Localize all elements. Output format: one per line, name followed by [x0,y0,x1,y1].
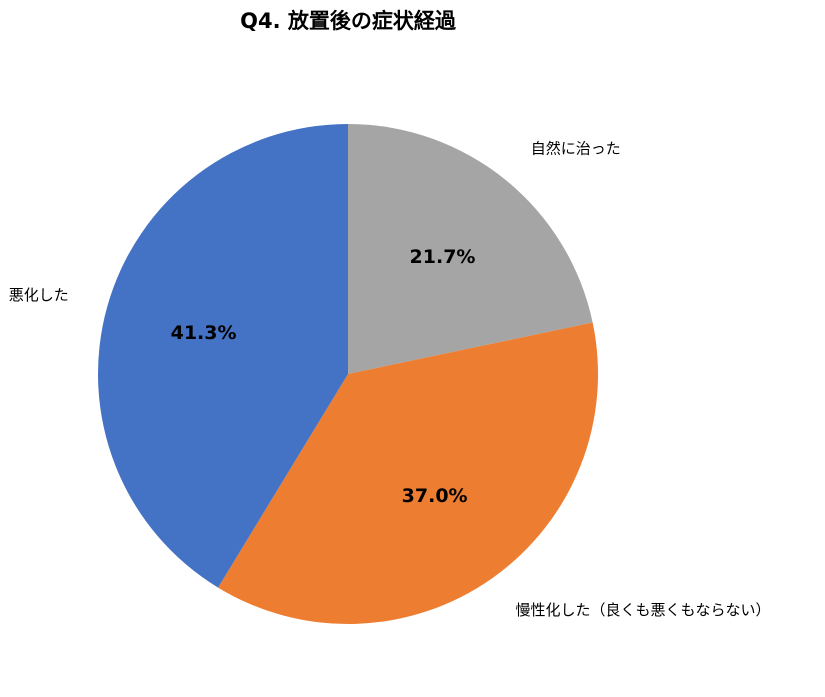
value-label: 21.7% [410,246,476,268]
value-label: 37.0% [402,485,468,507]
value-label: 41.3% [171,322,237,344]
pie-slice [218,322,598,624]
chart-title: Q4. 放置後の症状経過 [240,9,457,33]
category-label: 慢性化した（良くも悪くもならない） [515,601,770,619]
pie-slice [348,124,593,374]
category-label: 自然に治った [531,139,621,157]
pie-slice [98,124,349,588]
category-label: 悪化した [9,286,69,304]
